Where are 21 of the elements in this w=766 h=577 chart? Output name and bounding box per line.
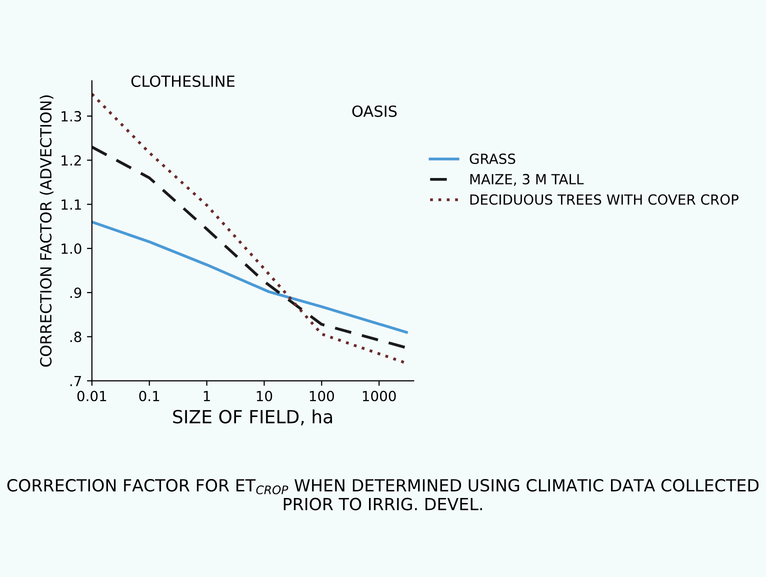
x-tick-label: 1 — [204, 390, 210, 402]
x-tick-label: 0.1 — [139, 390, 160, 402]
x-axis-title: SIZE OF FIELD, ha — [173, 410, 332, 426]
legend-label: DECIDUOUS TREES WITH COVER CROP — [470, 194, 738, 205]
annotation: CLOTHESLINE — [131, 75, 234, 87]
annotation: OASIS — [352, 105, 397, 117]
x-tick-label: 10 — [256, 390, 272, 402]
y-tick-label: .7 — [70, 376, 82, 386]
y-tick-label: .9 — [70, 288, 82, 298]
x-tick-label: 1000 — [362, 390, 396, 402]
x-tick-label: 0.01 — [77, 390, 106, 402]
y-tick-label: 1.3 — [62, 111, 82, 122]
legend-label: GRASS — [470, 154, 516, 164]
text: CORRECTION FACTOR FOR ET$_{CROP}$ WHEN DETERMINED USING CLIMATIC DATA COLLECTED PRIOR TO IRRIG. DEVEL. — [7, 478, 759, 510]
y-tick-label: 1.1 — [62, 199, 81, 210]
y-tick-label: 1.0 — [62, 243, 82, 254]
y-tick-label: 1.2 — [62, 155, 81, 166]
legend-label: MAIZE, 3 M TALL — [470, 174, 584, 186]
x-tick-label: 100 — [310, 390, 334, 402]
y-axis-title: CORRECTION FACTOR (ADVECTION) — [40, 95, 54, 367]
y-tick-label: .8 — [70, 332, 82, 342]
